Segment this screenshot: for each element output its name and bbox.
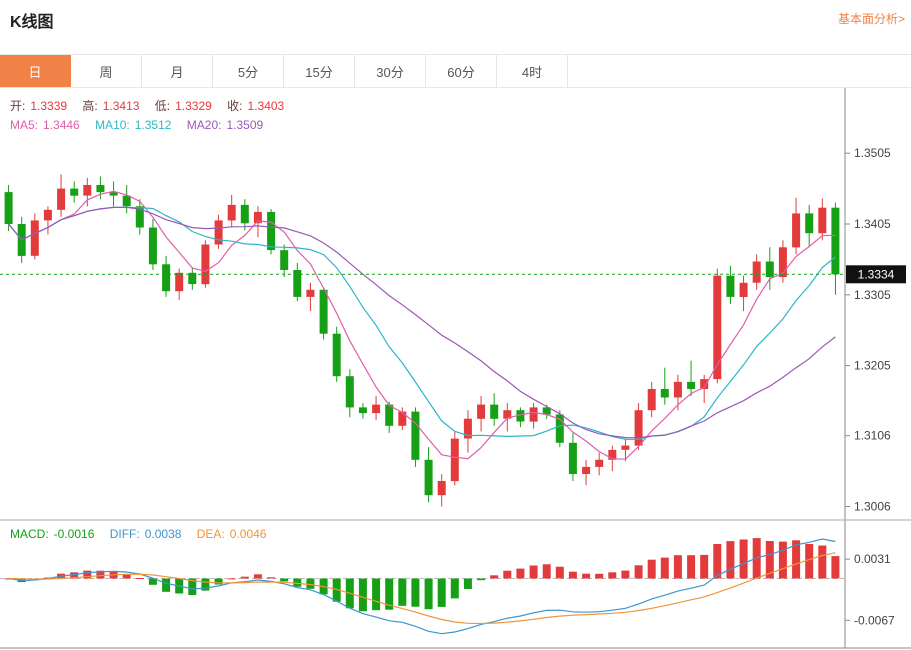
ma20-label: MA20: [186,118,222,132]
diff-label: DIFF: [109,527,140,541]
kline-chart-canvas[interactable]: 1.3505 1.3405 1.3305 1.3205 1.3106 1.3006 1.33… [0,88,911,650]
macd-value: -0.0016 [53,527,95,541]
dea-label: DEA: [196,527,225,541]
price-tick-label: 1.3505 [854,146,891,160]
ma10-label: MA10: [95,118,130,132]
ma10-line [8,206,836,440]
close-label: 收: [227,99,243,113]
open-value: 1.3339 [30,99,68,113]
high-value: 1.3413 [102,99,140,113]
price-tick-label: 1.3106 [854,429,891,443]
candles-layer [4,174,840,507]
tab-30min[interactable]: 30分 [355,55,426,87]
price-tick-label: 1.3006 [854,500,891,514]
tab-month[interactable]: 月 [142,55,213,87]
ma20-value: 1.3509 [226,118,264,132]
ma10-value: 1.3512 [134,118,172,132]
price-tick-label: 1.3305 [854,288,891,302]
ma5-label: MA5: [10,118,39,132]
macd-histogram [4,538,840,612]
diff-line [8,538,836,635]
timeframe-tabs: 日 周 月 5分 15分 30分 60分 4时 [0,54,911,88]
low-value: 1.3329 [175,99,212,113]
ohlc-info: 开: 1.3339 高: 1.3413 低: 1.3329 收: 1.3403 [10,97,289,114]
dea-line [8,552,836,625]
low-label: 低: [154,99,171,113]
tab-4hour[interactable]: 4时 [497,55,568,87]
high-label: 高: [82,99,98,113]
tab-5min[interactable]: 5分 [213,55,284,87]
fundamental-analysis-link[interactable]: 基本面分析> [837,12,905,26]
price-tick-label: 1.3205 [854,359,891,373]
macd-tick-label: -0.0067 [854,613,895,627]
macd-label: MACD: [10,527,49,541]
diff-value: 0.0038 [144,527,182,541]
tab-60min[interactable]: 60分 [426,55,497,87]
last-price-badge [846,265,906,284]
tab-15min[interactable]: 15分 [284,55,355,87]
ma5-line [8,190,836,460]
macd-info: MACD: -0.0016 DIFF: 0.0038 DEA: 0.0046 [10,527,271,541]
close-value: 1.3403 [247,99,285,113]
price-tick-label: 1.3405 [854,217,891,231]
ma5-value: 1.3446 [43,118,80,132]
open-label: 开: [10,99,26,113]
ma-info: MA5: 1.3446 MA10: 1.3512 MA20: 1.3509 [10,118,268,132]
page-title: K线图 [10,14,54,31]
ma20-line [8,206,836,439]
dea-value: 0.0046 [229,527,267,541]
macd-tick-label: 0.0031 [854,552,891,566]
last-price-label: 1.3334 [858,267,895,281]
tab-day[interactable]: 日 [0,55,71,87]
tab-week[interactable]: 周 [71,55,142,87]
